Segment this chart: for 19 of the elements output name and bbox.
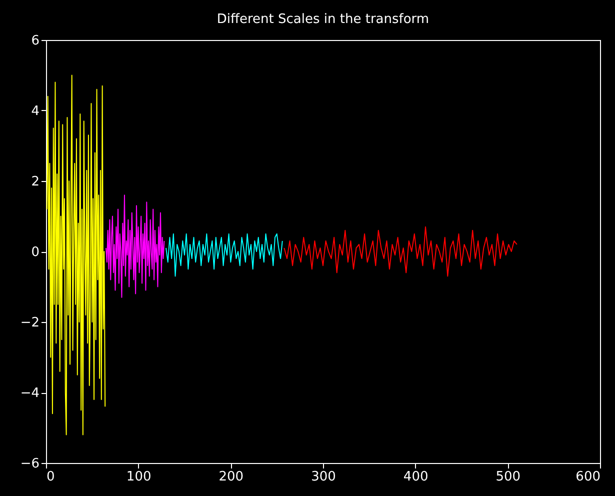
chart-title: Different Scales in the transform xyxy=(216,12,430,27)
x-tick-label: 300 xyxy=(311,470,336,484)
line-series xyxy=(106,194,165,298)
y-tick-label: 2 xyxy=(31,174,40,190)
y-tick-label: 4 xyxy=(31,104,40,119)
y-tick-label: 6 xyxy=(31,34,40,48)
x-tick-label: 600 xyxy=(576,470,600,484)
line-series xyxy=(166,233,283,277)
line-series xyxy=(46,74,106,436)
x-tick-label: 500 xyxy=(496,470,521,484)
x-tick-label: 100 xyxy=(126,470,152,484)
x-tick-label: 400 xyxy=(403,470,428,484)
x-tick-label: 200 xyxy=(218,470,244,484)
y-tick-label: −2 xyxy=(20,316,40,330)
x-tick-label: 0 xyxy=(46,470,55,484)
y-tick-label: 0 xyxy=(31,245,40,260)
line-series xyxy=(284,226,518,277)
y-tick-label: −6 xyxy=(20,456,40,472)
y-tick-label: −4 xyxy=(20,386,40,401)
